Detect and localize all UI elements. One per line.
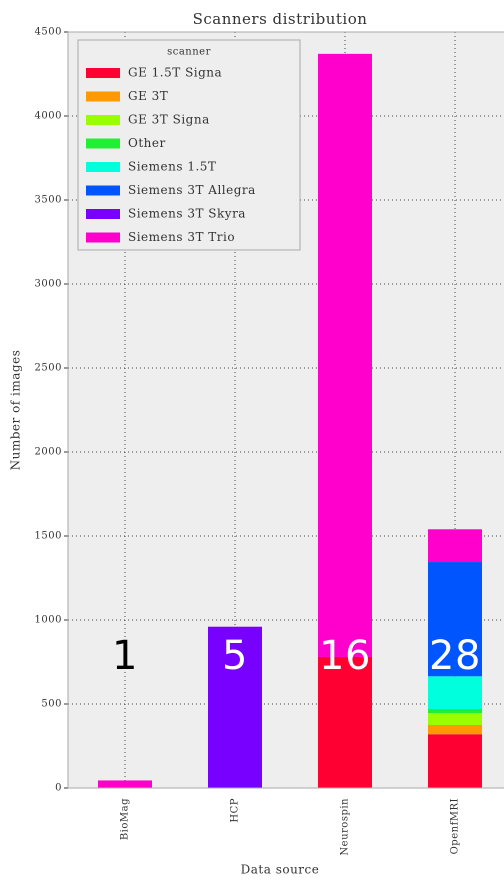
legend-label: Siemens 3T Allegra	[128, 183, 256, 197]
y-tick-label: 3500	[35, 195, 62, 206]
x-tick-label: BioMag	[120, 798, 131, 840]
x-tick-label: HCP	[230, 798, 241, 823]
y-tick-label: 1000	[35, 615, 62, 626]
x-tick-label: Neurospin	[340, 798, 351, 856]
chart-title: Scanners distribution	[193, 10, 368, 28]
y-tick-label: 1500	[35, 531, 62, 542]
legend-swatch	[86, 185, 120, 196]
bar-segment	[428, 562, 482, 677]
bar-annotation: 16	[319, 633, 371, 679]
legend-label: Siemens 3T Trio	[128, 230, 235, 244]
bar-segment	[428, 734, 482, 788]
y-tick-label: 4500	[35, 27, 62, 38]
legend-title: scanner	[167, 47, 211, 58]
legend-swatch	[86, 162, 120, 172]
legend-swatch	[86, 115, 120, 125]
bar-annotation: 28	[429, 633, 481, 679]
y-tick-label: 3000	[35, 279, 62, 290]
bar-segment	[428, 725, 482, 735]
bar-segment	[98, 780, 152, 788]
bar-segment	[208, 626, 262, 788]
x-tick-label: OpenfMRI	[450, 798, 461, 854]
bar-segment	[318, 656, 372, 788]
legend-label: Other	[128, 136, 166, 150]
y-tick-label: 4000	[35, 111, 62, 122]
legend-label: GE 3T Signa	[128, 113, 210, 127]
legend-swatch	[86, 232, 120, 243]
y-tick-label: 2500	[35, 363, 62, 374]
bar-segment	[428, 529, 482, 563]
x-axis-label: Data source	[241, 863, 320, 877]
bar-segment	[318, 53, 372, 657]
y-tick-label: 0	[55, 783, 62, 794]
legend-label: Siemens 3T Skyra	[128, 207, 246, 221]
legend-label: GE 1.5T Signa	[128, 66, 222, 80]
legend-swatch	[86, 138, 120, 149]
legend-swatch	[86, 209, 120, 219]
legend-swatch	[86, 91, 120, 102]
legend-label: Siemens 1.5T	[128, 160, 216, 174]
bar-segment	[428, 676, 482, 710]
bar-annotation: 1	[112, 633, 138, 679]
legend-label: GE 3T	[128, 89, 168, 103]
bar-annotation: 5	[222, 633, 248, 679]
bar-segment	[428, 713, 482, 725]
legend-swatch	[86, 68, 120, 78]
bar-segment	[428, 709, 482, 714]
y-axis-label: Number of images	[9, 350, 23, 471]
y-tick-label: 2000	[35, 447, 62, 458]
y-tick-label: 500	[41, 699, 62, 710]
